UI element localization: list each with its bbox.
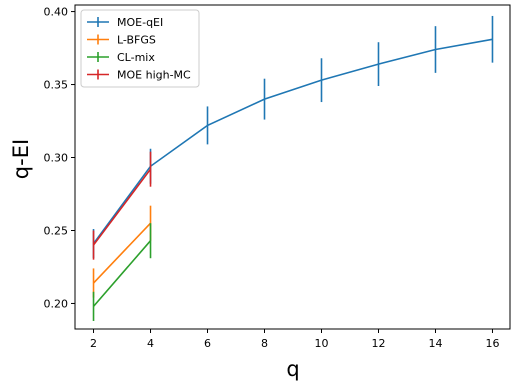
x-tick-label: 6 bbox=[204, 337, 211, 350]
axes-frame bbox=[74, 4, 511, 330]
series-layer bbox=[92, 15, 494, 321]
y-axis-label: q-EI bbox=[9, 139, 33, 179]
legend-label: L-BFGS bbox=[117, 34, 156, 47]
legend-label: CL-mix bbox=[117, 51, 155, 64]
y-tick-label: 0.35 bbox=[44, 79, 69, 92]
y-tick-label: 0.20 bbox=[44, 297, 69, 310]
legend: MOE-qEI L-BFGS CL-mix MOE high-MC bbox=[80, 9, 200, 88]
legend-label: MOE-qEI bbox=[117, 16, 163, 29]
x-tick-label: 12 bbox=[371, 337, 385, 350]
y-tick-label: 0.40 bbox=[44, 6, 69, 19]
y-axis-ticks: 0.20 0.25 0.30 0.35 0.40 bbox=[44, 6, 75, 310]
series-cl-mix bbox=[92, 223, 152, 321]
legend-box bbox=[80, 9, 200, 88]
x-tick-label: 4 bbox=[147, 337, 154, 350]
x-tick-label: 8 bbox=[261, 337, 268, 350]
x-tick-label: 16 bbox=[485, 337, 499, 350]
x-axis-ticks: 2 4 6 8 10 12 14 16 bbox=[90, 329, 499, 350]
series-moe-high-mc bbox=[92, 151, 152, 260]
series-line bbox=[92, 38, 493, 245]
series-line bbox=[92, 240, 152, 307]
x-tick-label: 2 bbox=[90, 337, 97, 350]
x-axis-label: q bbox=[286, 357, 299, 381]
x-tick-label: 10 bbox=[314, 337, 328, 350]
series-line bbox=[92, 168, 152, 246]
series-line bbox=[92, 222, 152, 284]
legend-label: MOE high-MC bbox=[117, 69, 191, 82]
y-tick-label: 0.25 bbox=[44, 224, 69, 237]
plot-frame bbox=[74, 4, 511, 330]
y-tick-label: 0.30 bbox=[44, 152, 69, 165]
x-tick-label: 14 bbox=[428, 337, 442, 350]
